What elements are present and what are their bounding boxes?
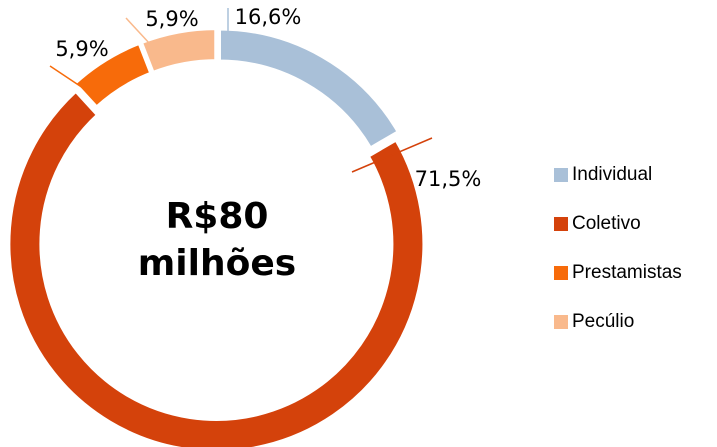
center-text: milhões [138,243,296,284]
donut-slice [6,87,427,447]
data-label: 5,9% [145,7,198,31]
donut-slice [138,26,219,76]
donut-slice [216,26,402,152]
legend-swatch [554,315,568,329]
legend-swatch [554,266,568,280]
legend-label: Coletivo [572,213,641,234]
leader-line [351,137,433,173]
legend-swatch [554,168,568,182]
legend-label: Prestamistas [572,262,682,283]
legend-swatch [554,217,568,231]
leader-line [125,17,151,45]
data-label: 5,9% [55,37,108,61]
data-label: 16,6% [235,5,302,29]
legend-label: Pecúlio [572,311,634,332]
legend-label: Individual [572,164,652,185]
data-label: 71,5% [415,167,482,191]
leader-line [49,65,87,91]
center-text: R$80 [166,196,269,237]
